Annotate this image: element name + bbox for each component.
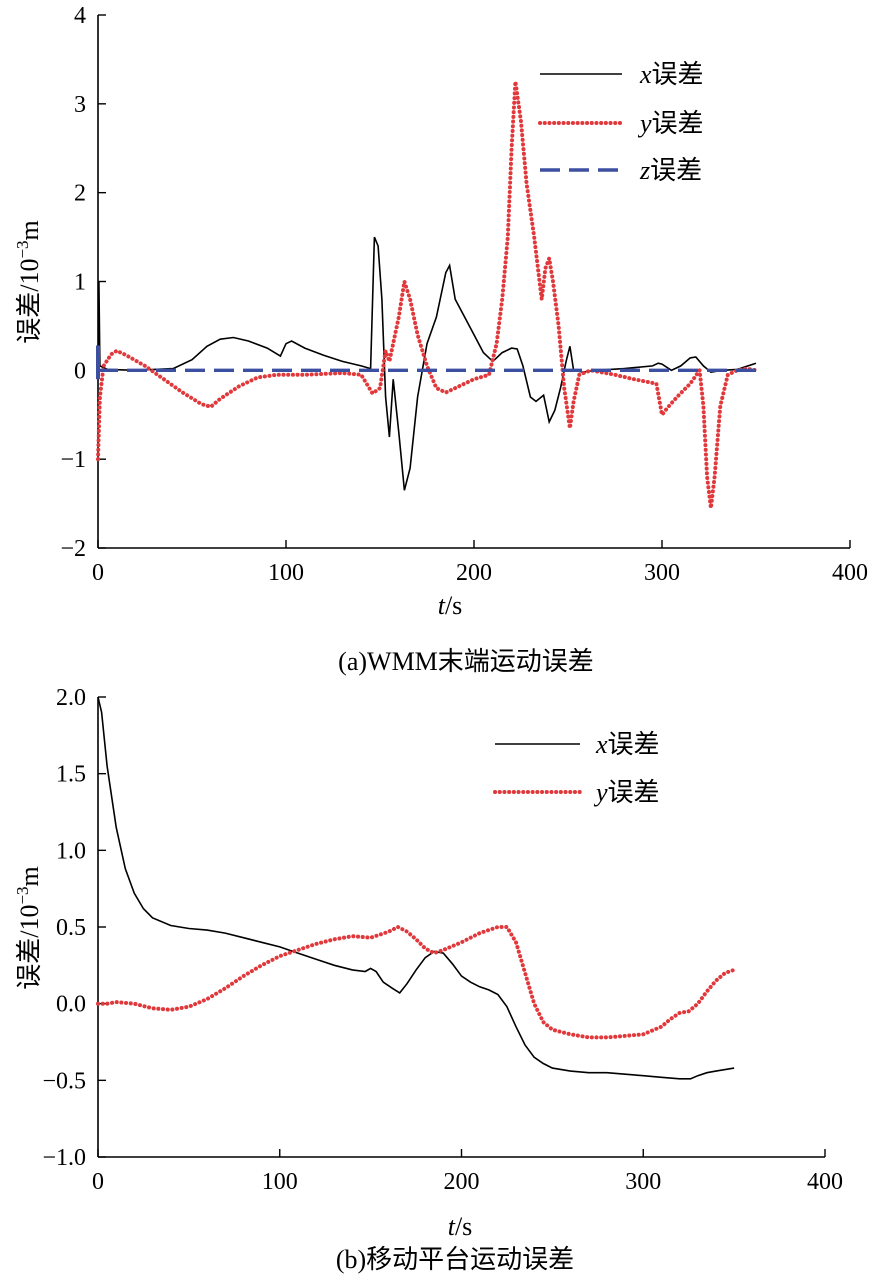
legend-label-var: z — [639, 156, 650, 185]
series-y-line — [96, 924, 737, 1040]
y-tick-label: 3 — [74, 92, 86, 118]
legend-label-suffix: 误差 — [608, 778, 660, 807]
x-tick-label: 0 — [92, 560, 104, 586]
x-axis-label-unit: /s — [445, 591, 462, 620]
y-tick-label: 1.5 — [56, 762, 86, 788]
panel-b-caption: (b)移动平台运动误差 — [336, 1245, 574, 1274]
x-tick-label: 300 — [644, 560, 680, 586]
y-tick-label: 2 — [74, 181, 86, 207]
y-tick-label: −2 — [60, 536, 86, 562]
series-x-line — [97, 236, 757, 491]
legend-label-suffix: 误差 — [652, 60, 704, 89]
x-tick-label: 200 — [456, 560, 492, 586]
legend-y-label: y误差 — [637, 109, 704, 138]
x-axis-label: t/s — [438, 591, 463, 620]
series-y-line — [96, 81, 758, 509]
y-axis-label-unit: m — [15, 220, 44, 240]
panel-b-chart: 0 100 200 300 400 −1.0 −0.5 0.0 0.5 1.0 1.5 2.0 t/s 误… — [13, 685, 843, 1241]
y-tick-label: 0.5 — [56, 915, 86, 941]
y-tick-label: 2.0 — [56, 685, 86, 711]
x-tick-label: 300 — [625, 1169, 661, 1195]
panel-a-caption: (a)WMM末端运动误差 — [338, 647, 594, 676]
legend-label-suffix: 误差 — [652, 109, 704, 138]
x-tick-label: 400 — [807, 1169, 843, 1195]
x-tick-label: 400 — [832, 560, 868, 586]
x-tick-label: 0 — [92, 1169, 104, 1195]
panel-a-chart: 0 100 200 300 400−2−101234t/s误差/10−3mx误差y误差z… — [13, 3, 868, 620]
x-tick-label: 100 — [262, 1169, 298, 1195]
legend-label-var: x — [639, 60, 652, 89]
y-tick-label: 0 — [74, 358, 86, 384]
x-axis-label-unit: /s — [455, 1212, 472, 1241]
legend-label-var: y — [637, 109, 652, 138]
y-axis-label: 误差/10−3m — [13, 220, 44, 344]
y-axis-label-exponent: −3 — [13, 886, 32, 904]
y-axis-label-text: 误差/10 — [15, 259, 44, 344]
x-axis-label-var: t — [438, 591, 446, 620]
legend-y-label: y误差 — [593, 778, 660, 807]
legend-x-label: x误差 — [595, 730, 660, 759]
legend-x-label: x误差 — [639, 60, 704, 89]
y-tick-label: 4 — [74, 3, 86, 29]
y-axis-label-unit: m — [15, 866, 44, 886]
legend-label-suffix: 误差 — [608, 730, 660, 759]
y-axis-label-text: 误差/10 — [15, 905, 44, 990]
y-tick-label: −1.0 — [42, 1145, 86, 1171]
x-tick-label: 200 — [444, 1169, 480, 1195]
y-tick-label: 1 — [74, 270, 86, 296]
legend-z-label: z误差 — [639, 156, 702, 185]
y-tick-label: −1 — [60, 447, 86, 473]
y-axis-label-exponent: −3 — [13, 240, 32, 258]
legend-label-var: x — [595, 730, 608, 759]
y-tick-label: 0.0 — [56, 992, 86, 1018]
legend-label-suffix: 误差 — [650, 156, 702, 185]
y-tick-label: 1.0 — [56, 838, 86, 864]
x-axis-label: t/s — [448, 1212, 473, 1241]
series-x-line — [97, 696, 735, 1080]
y-tick-label: −0.5 — [42, 1068, 86, 1094]
y-axis-label: 误差/10−3m — [13, 866, 44, 990]
x-tick-label: 100 — [268, 560, 304, 586]
x-axis-label-var: t — [448, 1212, 456, 1241]
legend-label-var: y — [593, 778, 608, 807]
